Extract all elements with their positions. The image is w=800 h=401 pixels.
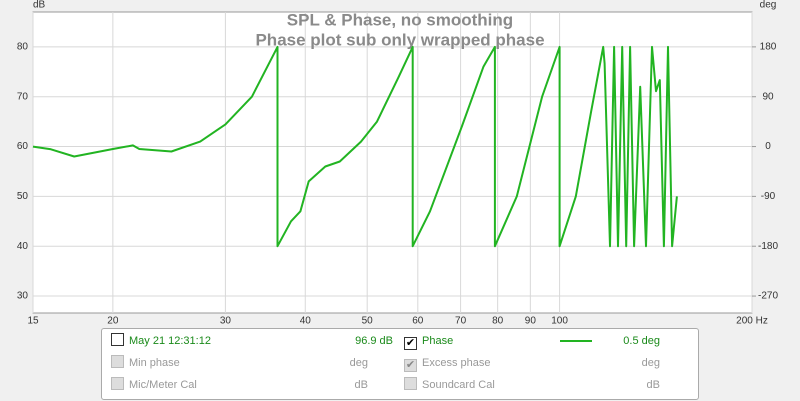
option-label: Soundcard Cal: [422, 379, 495, 391]
y-tick-label: 70: [17, 91, 29, 102]
y-axis-label: dB: [33, 0, 46, 11]
checkbox[interactable]: [111, 355, 124, 368]
x-tick-label: 200 Hz: [736, 316, 768, 326]
phase-smoothing: 0.5 deg: [623, 335, 660, 347]
checkbox[interactable]: [111, 333, 124, 346]
option-entry[interactable]: Min phase: [111, 353, 180, 373]
option-unit: dB: [646, 379, 660, 391]
x-tick-label: 20: [107, 316, 119, 326]
x-tick-label: 80: [492, 316, 504, 326]
option-entry[interactable]: ✔ Excess phase: [404, 353, 490, 373]
checkbox[interactable]: [404, 377, 417, 390]
y2-tick-label: -180: [758, 241, 778, 252]
y2-axis-label: deg: [760, 0, 777, 11]
option-label: Excess phase: [422, 357, 491, 369]
x-tick-label: 40: [300, 316, 312, 326]
chart-title: SPL & Phase, no smoothing: [287, 10, 513, 29]
legend-label: Phase: [422, 335, 454, 347]
y2-tick-label: -90: [761, 191, 776, 202]
x-tick-label: 30: [220, 316, 232, 326]
chart-subtitle: Phase plot sub only wrapped phase: [255, 30, 544, 49]
x-tick-label: 60: [412, 316, 424, 326]
checkbox[interactable]: ✔: [404, 337, 417, 350]
legend-swatch: [560, 340, 592, 342]
phase-entry[interactable]: ✔ Phase: [404, 331, 453, 351]
measurement-level: 96.9 dB: [355, 335, 393, 347]
measurement-entry[interactable]: May 21 12:31:12: [111, 331, 211, 351]
y2-tick-label: 180: [760, 42, 777, 53]
y2-tick-label: -270: [758, 291, 778, 302]
option-unit: deg: [641, 357, 660, 369]
y2-tick-label: 90: [762, 91, 774, 102]
measurement-label: May 21 12:31:12: [129, 335, 211, 347]
chart: dB deg SPL & Phase, no smoothing Phase p…: [17, 0, 779, 326]
option-unit: dB: [354, 379, 368, 391]
x-tick-label: 100: [551, 316, 568, 326]
option-entry[interactable]: Soundcard Cal: [404, 375, 495, 395]
option-unit: deg: [349, 357, 368, 369]
y-tick-label: 60: [17, 141, 29, 152]
phase-line: [32, 45, 678, 248]
y-tick-label: 40: [17, 241, 29, 252]
plot-area: [32, 11, 753, 314]
y-tick-label: 50: [17, 191, 29, 202]
x-tick-label: 50: [362, 316, 374, 326]
checkbox[interactable]: [111, 377, 124, 390]
x-tick-label: 70: [455, 316, 467, 326]
legend-panel: May 21 12:31:12 96.9 dB ✔ Phase 0.5 deg M…: [101, 328, 699, 400]
x-tick-label: 15: [27, 316, 39, 326]
checkbox[interactable]: ✔: [404, 359, 417, 372]
option-label: Mic/Meter Cal: [129, 379, 197, 391]
y2-tick-label: 0: [765, 141, 771, 152]
option-entry[interactable]: Mic/Meter Cal: [111, 375, 197, 395]
y-tick-label: 30: [17, 291, 29, 302]
y-tick-label: 80: [17, 42, 29, 53]
option-label: Min phase: [129, 357, 180, 369]
x-tick-label: 90: [525, 316, 537, 326]
